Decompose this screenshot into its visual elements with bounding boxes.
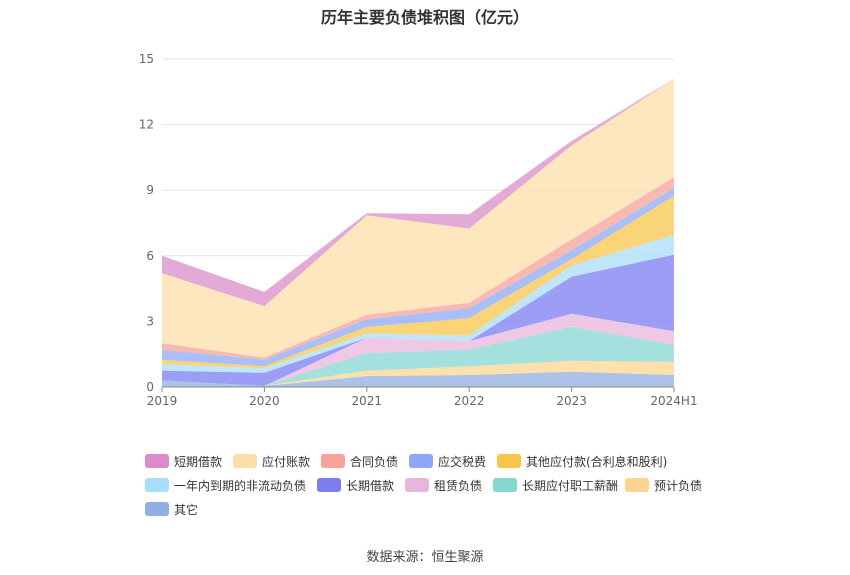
- legend-label: 应交税费: [438, 454, 487, 469]
- x-tick-label: 2019: [147, 394, 178, 408]
- legend-swatch: [145, 502, 169, 516]
- legend-label: 其他应付款(合利息和股利): [526, 454, 668, 469]
- legend-label: 其它: [174, 502, 199, 517]
- legend-row: 短期借款 应付账款 合同负债 应交税费 其他应付款(合利息和股利): [145, 449, 765, 473]
- legend-item[interactable]: 短期借款: [145, 453, 233, 470]
- area-series: [162, 360, 674, 386]
- legend-label: 长期借款: [346, 478, 395, 493]
- area-series: [162, 195, 674, 369]
- y-tick-label: 9: [146, 183, 154, 197]
- legend-swatch: [493, 478, 517, 492]
- legend-item[interactable]: 长期借款: [317, 477, 405, 494]
- legend-swatch: [233, 454, 257, 468]
- x-tick-label: 2024H1: [650, 394, 697, 408]
- x-tick-label: 2021: [352, 394, 383, 408]
- legend-item[interactable]: 应付账款: [233, 453, 321, 470]
- x-tick-label: 2023: [556, 394, 587, 408]
- legend-label: 短期借款: [174, 454, 223, 469]
- legend-item[interactable]: 应交税费: [409, 453, 497, 470]
- y-tick-label: 3: [146, 314, 154, 328]
- legend-row: 一年内到期的非流动负债 长期借款 租赁负债 长期应付职工薪酬 预计负债: [145, 473, 765, 497]
- area-series: [162, 313, 674, 386]
- legend-swatch: [405, 478, 429, 492]
- legend-swatch: [321, 454, 345, 468]
- legend-label: 预计负债: [654, 478, 703, 493]
- legend-item[interactable]: 合同负债: [321, 453, 409, 470]
- legend-item[interactable]: 预计负债: [625, 477, 745, 494]
- x-tick-label: 2022: [454, 394, 485, 408]
- legend-swatch: [497, 454, 521, 468]
- area-series: [162, 254, 674, 386]
- legend-swatch: [409, 454, 433, 468]
- area-series: [162, 371, 674, 387]
- data-source-note: 数据来源：恒生聚源: [366, 550, 484, 565]
- legend-item[interactable]: 一年内到期的非流动负债: [145, 477, 317, 494]
- chart-title: 历年主要负债堆积图（亿元）: [320, 8, 529, 27]
- legend-label: 租赁负债: [434, 478, 483, 493]
- legend-swatch: [317, 478, 341, 492]
- legend-swatch: [145, 478, 169, 492]
- chart-plot: 0 3 6 9 12 15 2019 2020 2021 2022 2023 2024H1: [139, 52, 698, 408]
- x-tick-label: 2020: [249, 394, 280, 408]
- legend-item[interactable]: 其它: [145, 501, 233, 518]
- area-series: [162, 78, 674, 358]
- area-series: [162, 78, 674, 307]
- legend-swatch: [625, 478, 649, 492]
- chart-legend: 短期借款 应付账款 合同负债 应交税费 其他应付款(合利息和股利) 一年内到期的非流动负债…: [145, 449, 765, 521]
- y-tick-label: 15: [139, 52, 154, 66]
- y-tick-label: 6: [146, 249, 154, 263]
- legend-row: 其它: [145, 497, 765, 521]
- legend-item[interactable]: 其他应付款(合利息和股利): [497, 453, 697, 470]
- legend-label: 应付账款: [262, 454, 311, 469]
- area-series: [162, 326, 674, 386]
- legend-label: 一年内到期的非流动负债: [174, 478, 307, 493]
- legend-item[interactable]: 长期应付职工薪酬: [493, 477, 625, 494]
- y-tick-label: 0: [146, 380, 154, 394]
- legend-label: 长期应付职工薪酬: [522, 478, 619, 493]
- legend-swatch: [145, 454, 169, 468]
- y-tick-label: 12: [139, 118, 154, 132]
- legend-label: 合同负债: [350, 454, 399, 469]
- legend-item[interactable]: 租赁负债: [405, 477, 493, 494]
